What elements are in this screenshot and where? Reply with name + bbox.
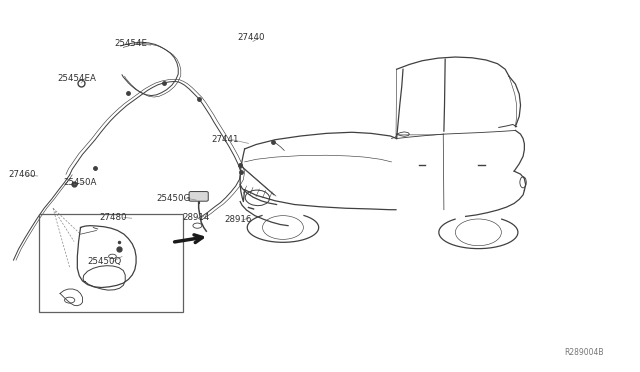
Text: 25454EA: 25454EA — [57, 74, 96, 83]
Text: 25450Q: 25450Q — [87, 257, 121, 266]
Text: 25450A: 25450A — [63, 178, 97, 187]
Bar — [39, 214, 182, 312]
Text: R289004B: R289004B — [564, 348, 604, 357]
FancyBboxPatch shape — [189, 192, 208, 201]
Text: 27440: 27440 — [237, 33, 264, 42]
Text: 25454E: 25454E — [115, 39, 147, 48]
Text: 28916: 28916 — [224, 215, 252, 224]
Text: 25450G: 25450G — [157, 195, 191, 203]
Text: 27460: 27460 — [8, 170, 36, 179]
Text: 28914: 28914 — [182, 213, 210, 222]
Text: 27480: 27480 — [100, 213, 127, 222]
Text: 27441: 27441 — [211, 135, 239, 144]
